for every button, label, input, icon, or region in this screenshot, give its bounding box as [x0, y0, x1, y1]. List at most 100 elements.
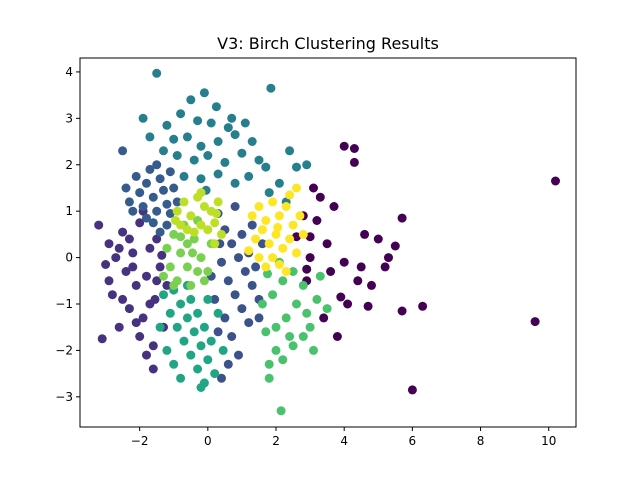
data-point-c6-3: [271, 345, 281, 355]
data-point-c3-24: [254, 155, 264, 165]
data-point-c4-8: [223, 276, 233, 286]
data-point-c0-18: [326, 267, 336, 276]
data-point-c2-14: [172, 197, 182, 207]
data-point-c6-21: [285, 332, 295, 341]
data-point-c0-20: [315, 192, 325, 202]
data-point-c7-1: [169, 229, 179, 239]
data-point-c1-22: [111, 253, 121, 263]
data-point-c4-21: [247, 220, 257, 230]
data-point-c6-1: [264, 373, 274, 383]
data-point-c4-7: [217, 257, 226, 267]
y-tick-label: 1: [65, 204, 73, 218]
data-point-c1-10: [131, 280, 141, 290]
data-point-c2-5: [142, 178, 151, 188]
data-point-c1-25: [162, 280, 172, 290]
data-point-c4-20: [257, 239, 267, 249]
data-point-c3-9: [206, 118, 216, 128]
data-point-c0-10: [360, 229, 370, 239]
data-point-c0-15: [339, 257, 349, 267]
data-point-c3-11: [240, 118, 250, 128]
data-point-c6-5: [288, 341, 298, 351]
data-point-c0-11: [356, 262, 366, 272]
data-point-c7-14: [159, 271, 168, 281]
data-point-c0-34: [305, 232, 315, 242]
data-point-c0-26: [319, 313, 329, 323]
data-point-c3-4: [266, 83, 276, 93]
data-point-c3-6: [162, 120, 172, 130]
data-point-c3-35: [264, 188, 274, 198]
data-point-c3-5: [138, 113, 148, 123]
data-point-c4-15: [234, 350, 243, 360]
data-point-c0-9: [367, 280, 376, 290]
data-point-c0-8: [373, 234, 383, 244]
data-point-c6-11: [292, 299, 301, 309]
data-point-c4-11: [244, 318, 254, 328]
data-point-c0-2: [407, 385, 417, 395]
data-point-c1-3: [104, 239, 114, 249]
data-point-c6-15: [257, 299, 267, 309]
data-point-c6-12: [302, 308, 312, 318]
x-tick-label: 8: [477, 434, 485, 448]
data-point-c0-4: [397, 306, 407, 316]
data-point-c5-8: [176, 299, 186, 309]
data-point-c4-26: [213, 327, 223, 337]
data-point-c0-30: [329, 202, 339, 211]
y-tick-label: −1: [55, 297, 73, 311]
data-point-c0-6: [390, 241, 400, 251]
data-point-c0-0: [551, 176, 560, 186]
data-point-c3-0: [152, 68, 162, 78]
data-point-c8-17: [171, 216, 180, 225]
data-point-c3-34: [302, 160, 312, 170]
data-point-c4-25: [254, 313, 264, 323]
data-point-c2-22: [165, 209, 175, 218]
data-point-c1-19: [148, 364, 158, 374]
data-point-c3-30: [261, 162, 271, 172]
data-point-c4-17: [237, 229, 247, 239]
data-point-c2-16: [155, 227, 165, 237]
x-axis: −2 0 2 4 6 8 10: [131, 427, 556, 448]
data-point-c2-0: [121, 183, 131, 193]
data-point-c2-6: [145, 164, 155, 174]
data-point-c8-1: [179, 197, 189, 207]
data-point-c1-1: [94, 220, 104, 230]
data-point-c7-15: [182, 239, 192, 249]
data-point-c5-25: [196, 383, 206, 392]
x-tick-label: 0: [204, 434, 212, 448]
data-point-c1-15: [148, 341, 158, 351]
data-point-c7-3: [182, 262, 192, 272]
data-point-c5-23: [203, 294, 213, 304]
data-point-c0-3: [418, 301, 428, 311]
y-tick-label: 3: [65, 111, 73, 125]
data-point-c1-21: [118, 294, 128, 304]
data-point-c4-13: [220, 313, 230, 323]
data-point-c1-12: [138, 313, 148, 323]
data-point-c9-7: [295, 211, 305, 221]
data-point-c3-27: [213, 169, 223, 179]
data-point-c7-17: [176, 232, 186, 242]
data-point-c4-24: [230, 202, 240, 211]
data-point-c3-31: [274, 178, 284, 188]
data-point-c0-23: [305, 253, 315, 263]
data-point-c8-10: [196, 220, 206, 230]
data-point-c7-4: [189, 234, 199, 244]
data-point-c8-16: [211, 209, 221, 218]
data-point-c6-8: [261, 327, 271, 337]
data-point-c1-24: [124, 234, 134, 244]
data-point-c1-34: [131, 318, 141, 328]
data-point-c5-19: [169, 359, 179, 369]
data-point-c1-14: [145, 243, 155, 253]
data-point-c1-28: [104, 276, 114, 286]
data-point-c9-14: [292, 248, 301, 258]
data-point-c3-17: [230, 130, 240, 140]
x-tick-label: 10: [541, 434, 556, 448]
data-point-c0-28: [363, 301, 373, 311]
data-point-c2-9: [155, 174, 165, 184]
data-point-c3-33: [292, 162, 301, 172]
x-tick-label: 2: [272, 434, 280, 448]
data-point-c7-5: [196, 253, 206, 263]
chart-title: V3: Birch Clustering Results: [217, 34, 439, 53]
data-point-c8-11: [203, 225, 213, 235]
data-point-c1-8: [124, 304, 134, 314]
data-point-c0-13: [349, 144, 359, 153]
data-point-c2-3: [135, 188, 145, 198]
